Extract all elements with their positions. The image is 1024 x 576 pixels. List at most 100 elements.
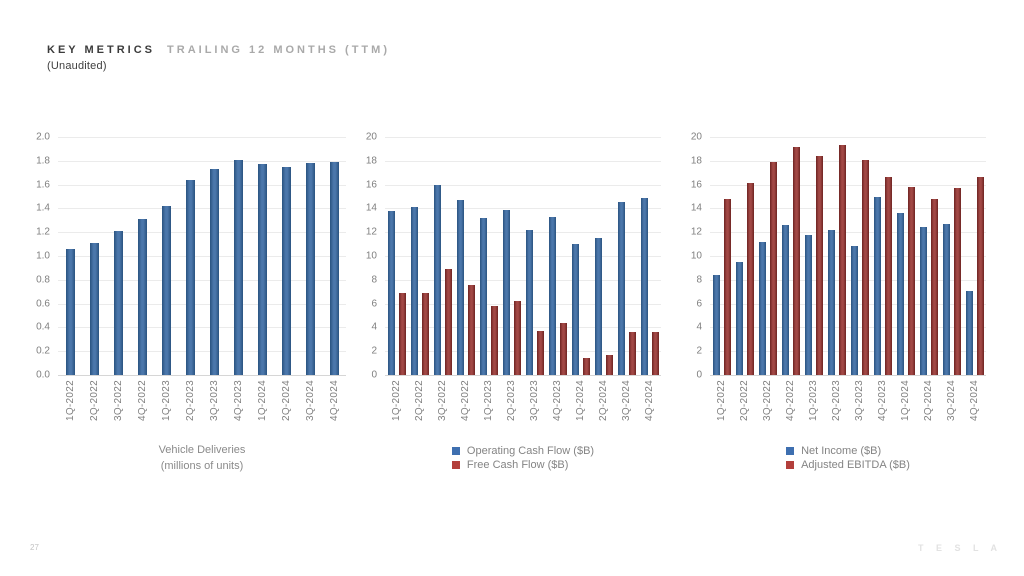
x-tick-label: 4Q-2024 <box>644 380 655 422</box>
x-tick: 3Q-2022 <box>431 380 454 433</box>
x-tick-label: 1Q-2023 <box>160 380 172 422</box>
bar-group <box>638 137 661 375</box>
bar-red <box>582 358 590 375</box>
bar-red <box>746 183 754 375</box>
x-tick: 4Q-2022 <box>130 380 154 433</box>
legend-swatch-blue <box>786 447 795 455</box>
legend-swatch-red <box>451 461 460 469</box>
bar-red <box>398 292 406 375</box>
bar-group <box>226 137 250 375</box>
x-tick: 4Q-2022 <box>454 380 477 433</box>
x-tick: 4Q-2024 <box>638 380 661 433</box>
bar-blue <box>919 227 927 375</box>
x-tick-label: 1Q-2022 <box>716 380 727 422</box>
bar-blue <box>942 223 950 375</box>
y-tick-label: 0.8 <box>36 274 50 286</box>
bar-red <box>930 198 938 375</box>
y-tick-label: 0.4 <box>36 321 50 333</box>
x-tick: 3Q-2022 <box>756 380 779 433</box>
x-tick-label: 4Q-2022 <box>460 380 471 422</box>
x-tick-label: 3Q-2022 <box>437 380 448 422</box>
gridline <box>385 184 661 186</box>
x-tick-label: 2Q-2024 <box>280 380 292 422</box>
y-tick-label: 0.0 <box>36 369 50 381</box>
legend-label: Net Income ($B) <box>801 445 882 457</box>
bar-group <box>917 137 940 375</box>
gridline <box>710 256 986 257</box>
bar-red <box>953 188 961 375</box>
x-tick-label: 3Q-2023 <box>208 380 220 422</box>
plot-area <box>58 137 346 376</box>
bar-group <box>940 137 963 375</box>
legend-entries: Operating Cash Flow ($B) Free Cash Flow (… <box>451 443 595 473</box>
bar-red <box>421 292 429 375</box>
bar-group <box>154 137 178 375</box>
bar-blue <box>257 164 267 375</box>
y-tick-label: 4 <box>371 321 377 333</box>
y-tick-label: 12 <box>365 226 377 238</box>
bar-group <box>592 137 615 375</box>
x-tick-label: 3Q-2024 <box>946 380 957 422</box>
bar-blue <box>89 242 99 375</box>
bars <box>385 137 661 375</box>
bar-group <box>523 137 546 375</box>
y-tick-label: 10 <box>365 250 377 262</box>
x-tick: 3Q-2022 <box>106 380 130 433</box>
x-tick-label: 4Q-2022 <box>136 380 148 422</box>
legend-entry: Free Cash Flow ($B) <box>451 459 594 471</box>
bar-blue <box>640 197 648 375</box>
x-tick: 2Q-2024 <box>592 380 615 433</box>
gridline <box>58 351 346 353</box>
bar-blue <box>548 216 556 375</box>
gridline <box>710 160 986 162</box>
y-tick-label: 10 <box>690 250 702 262</box>
chart-body: 2.0 1.8 1.6 1.4 1.2 1.0 0.8 0.6 0.4 0.2 0.0 <box>20 132 346 381</box>
bar-red <box>513 301 521 375</box>
slide-header: KEY METRICS TRAILING 12 MONTHS (TTM) (Un… <box>47 44 390 72</box>
x-tick-label: 2Q-2023 <box>506 380 517 422</box>
bar-blue <box>113 231 123 375</box>
bar-blue <box>281 166 291 375</box>
y-tick-label: 14 <box>365 202 377 214</box>
bar-red <box>838 145 846 375</box>
brand-wordmark: T E S L A <box>917 543 1002 553</box>
bar-blue <box>827 229 835 375</box>
bar-group <box>58 137 82 375</box>
bar-blue <box>185 179 195 375</box>
x-tick-label: 3Q-2022 <box>762 380 773 422</box>
x-tick-label: 1Q-2023 <box>808 380 819 422</box>
x-tick: 1Q-2023 <box>802 380 825 433</box>
legend-label: Operating Cash Flow ($B) <box>466 445 595 457</box>
gridline <box>385 256 661 257</box>
x-tick-label: 2Q-2022 <box>88 380 100 422</box>
y-tick-label: 0.2 <box>36 345 50 357</box>
y-tick-label: 14 <box>690 202 702 214</box>
x-tick-label: 4Q-2022 <box>785 380 796 422</box>
legend: Operating Cash Flow ($B) Free Cash Flow (… <box>385 443 661 474</box>
gridline <box>385 208 661 210</box>
gridline <box>710 279 986 281</box>
y-axis: 20 18 16 14 12 10 8 6 4 2 0 <box>357 132 385 381</box>
y-tick-label: 4 <box>696 321 702 333</box>
x-tick: 3Q-2023 <box>202 380 226 433</box>
gridline <box>58 208 346 210</box>
x-tick: 3Q-2024 <box>940 380 963 433</box>
bar-group <box>298 137 322 375</box>
gridline <box>385 375 661 376</box>
bar-group <box>385 137 408 375</box>
bar-red <box>861 159 869 375</box>
y-tick-label: 16 <box>365 179 377 191</box>
bar-group <box>202 137 226 375</box>
y-axis: 20 18 16 14 12 10 8 6 4 2 0 <box>682 132 710 381</box>
x-tick: 1Q-2022 <box>710 380 733 433</box>
legend: Vehicle Deliveries (millions of units) <box>58 443 346 475</box>
bar-red <box>490 305 498 375</box>
bar-red <box>536 330 544 375</box>
y-tick-label: 16 <box>690 179 702 191</box>
legend-entry: Operating Cash Flow ($B) <box>451 445 595 457</box>
x-tick: 4Q-2022 <box>779 380 802 433</box>
x-tick: 2Q-2023 <box>825 380 848 433</box>
gridline <box>710 327 986 329</box>
x-tick: 3Q-2023 <box>523 380 546 433</box>
